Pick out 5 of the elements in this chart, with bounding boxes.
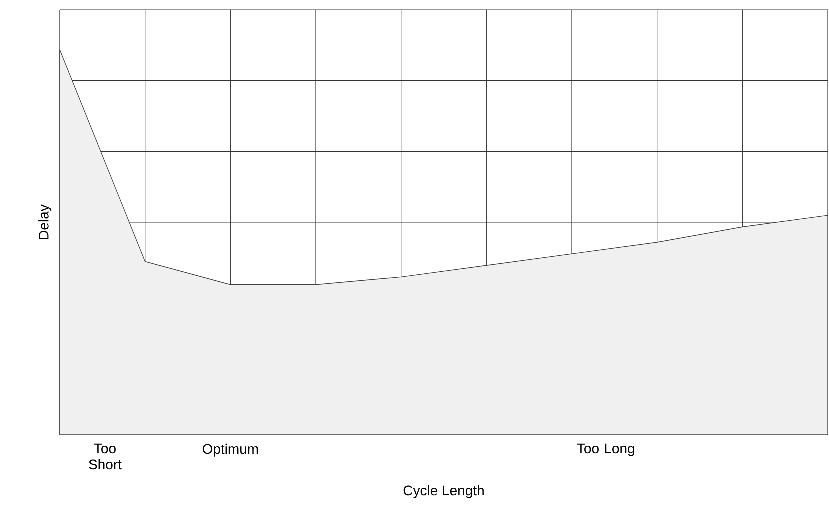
- text: Optimum: [202, 444, 258, 457]
- text: Too Long: [577, 444, 634, 456]
- text: Too Short: [89, 444, 122, 470]
- x-axis-title: Cycle Length: [404, 485, 484, 498]
- y-axis-title: Delay: [38, 204, 52, 240]
